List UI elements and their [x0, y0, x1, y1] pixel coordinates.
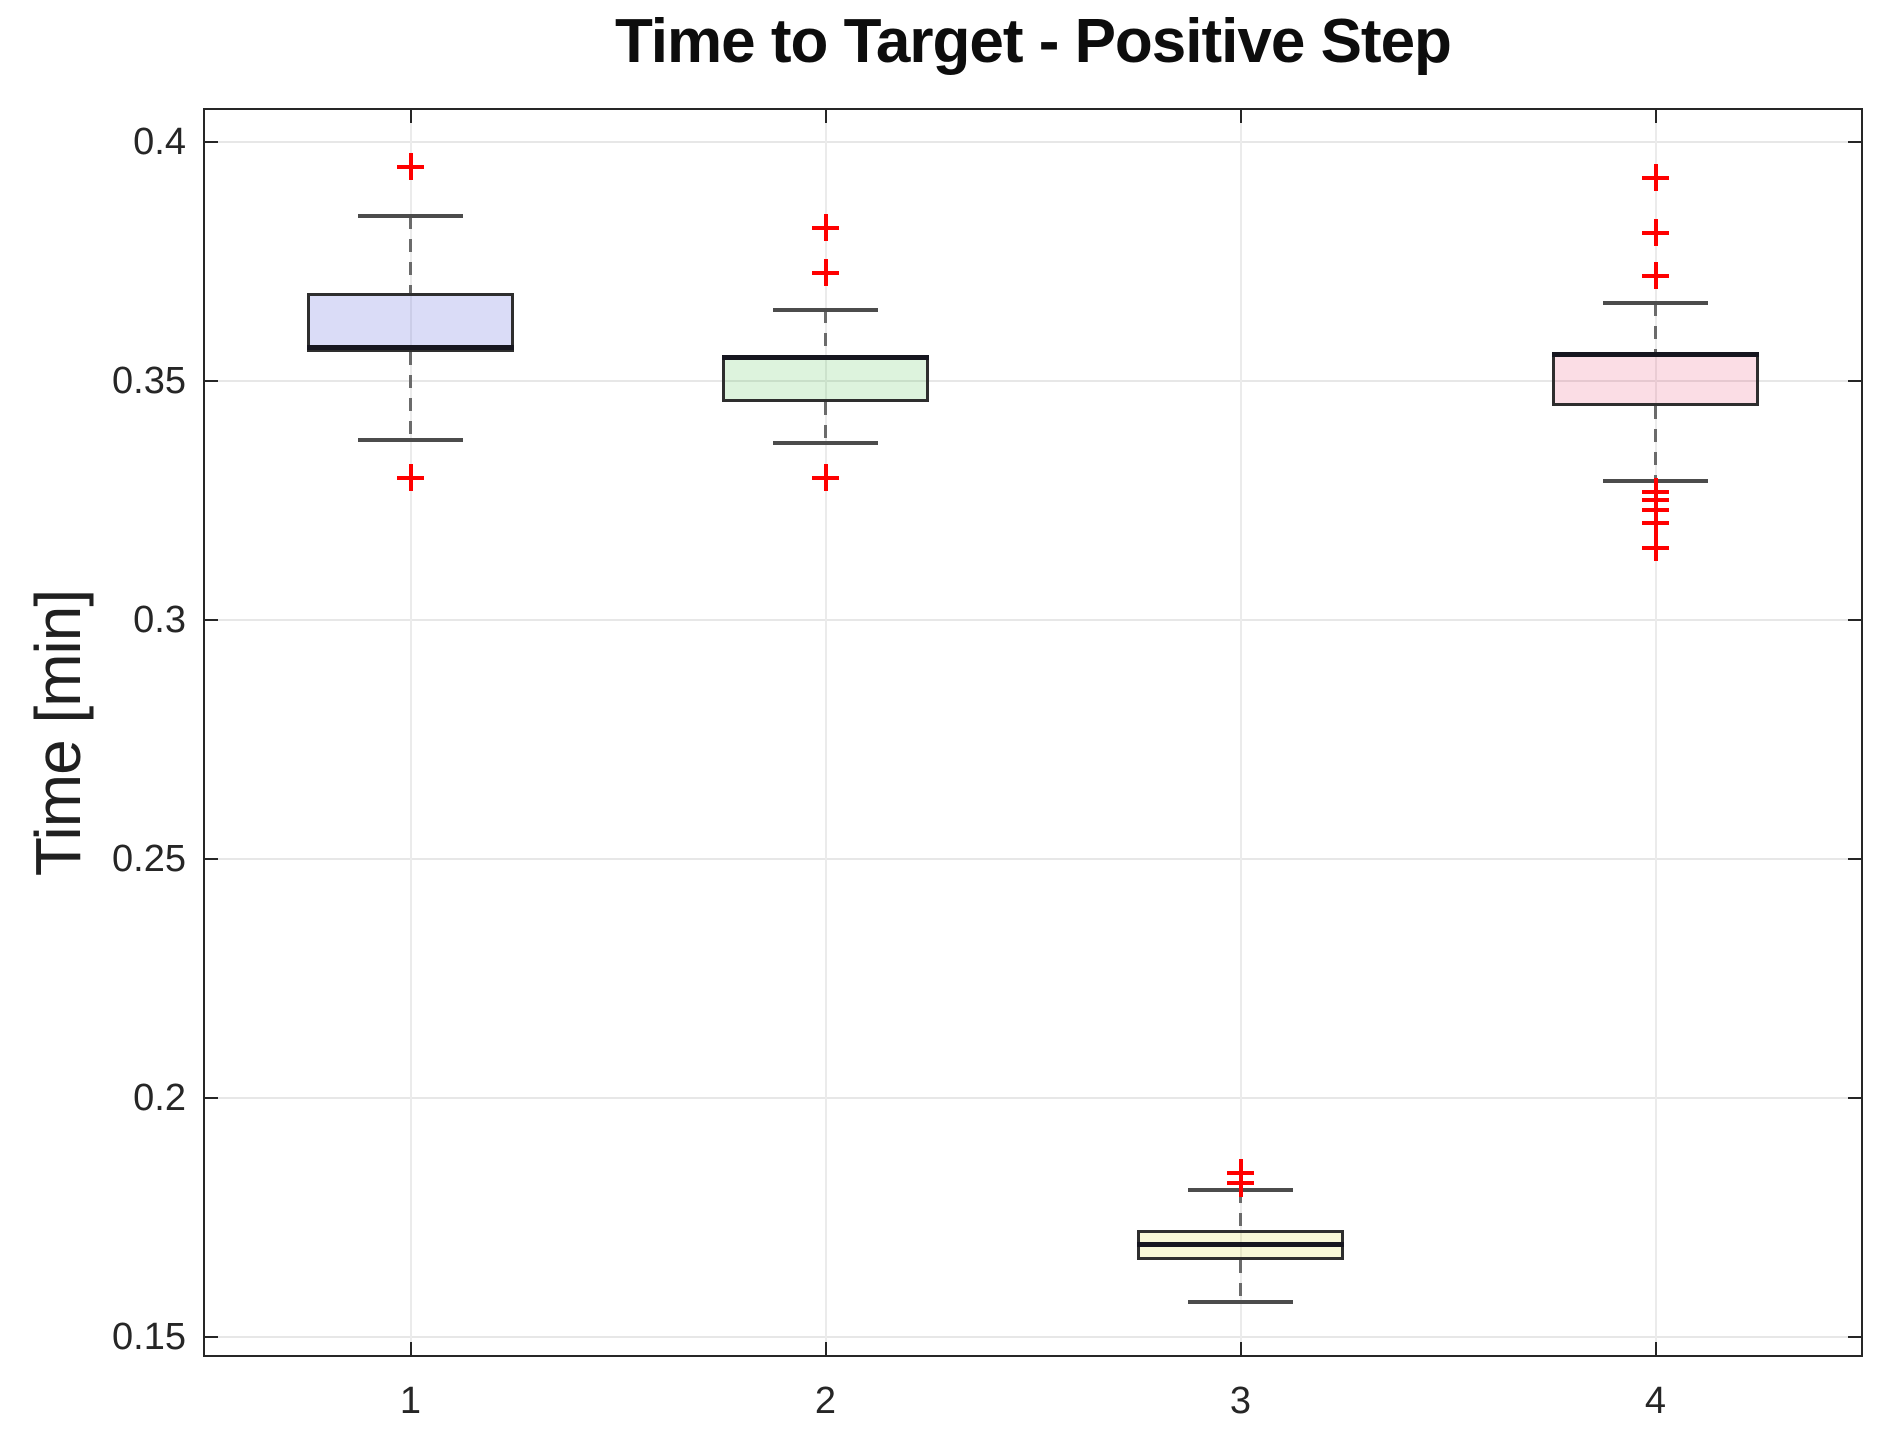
y-gridline: [203, 618, 1863, 621]
y-tick-label: 0.3: [133, 598, 186, 641]
y-tick-left: [203, 140, 218, 144]
outlier-marker: [397, 153, 424, 181]
y-tick-label: 0.15: [112, 1315, 186, 1358]
outlier-marker: [1642, 164, 1669, 192]
whisker-cap-lower: [357, 437, 464, 442]
box: [721, 354, 930, 402]
outlier-marker: [812, 464, 839, 492]
x-gridline: [1239, 108, 1242, 1357]
outlier-marker: [812, 214, 839, 242]
x-gridline: [824, 108, 827, 1357]
whisker-upper: [409, 216, 412, 293]
whisker-cap-upper: [772, 307, 879, 312]
x-tick-label: 4: [1644, 1380, 1667, 1422]
whisker-cap-lower: [772, 441, 879, 446]
x-tick-label: 3: [1229, 1380, 1252, 1422]
y-tick-right: [1848, 140, 1863, 144]
x-tick-top: [824, 108, 827, 123]
y-tick-left: [203, 857, 218, 861]
outlier-marker: [397, 464, 424, 492]
x-tick-top: [1654, 108, 1657, 123]
median-line: [721, 355, 930, 361]
whisker-lower: [824, 401, 827, 444]
median-line: [306, 345, 515, 351]
x-tick-top: [1239, 108, 1242, 123]
y-gridline: [203, 1096, 1863, 1099]
whisker-upper: [1239, 1189, 1242, 1230]
x-tick-top: [409, 108, 412, 123]
y-tick-left: [203, 1335, 218, 1339]
plot-area: [203, 108, 1863, 1357]
x-tick-label: 1: [399, 1380, 422, 1422]
outlier-marker: [1642, 219, 1669, 247]
whisker-cap-upper: [357, 214, 464, 219]
y-tick-label: 0.25: [112, 837, 186, 880]
y-tick-label: 0.2: [133, 1076, 186, 1119]
outlier-marker: [812, 259, 839, 287]
x-gridline: [409, 108, 412, 1357]
x-tick-bottom: [1239, 1342, 1242, 1357]
x-tick-bottom: [824, 1342, 827, 1357]
whisker-lower: [1239, 1259, 1242, 1303]
y-gridline: [203, 1335, 1863, 1338]
y-tick-right: [1848, 1096, 1863, 1100]
whisker-cap-upper: [1602, 301, 1709, 306]
whisker-lower: [409, 351, 412, 440]
y-tick-left: [203, 1096, 218, 1100]
y-gridline: [203, 857, 1863, 860]
median-line: [1136, 1242, 1345, 1248]
y-tick-left: [203, 379, 218, 383]
x-tick-label: 2: [814, 1380, 837, 1422]
x-tick-bottom: [409, 1342, 412, 1357]
median-line: [1551, 352, 1760, 358]
x-tick-bottom: [1654, 1342, 1657, 1357]
y-tick-label: 0.35: [112, 359, 186, 402]
whisker-cap-lower: [1187, 1300, 1294, 1305]
y-gridline: [203, 140, 1863, 143]
y-tick-right: [1848, 1335, 1863, 1339]
whisker-upper: [824, 309, 827, 355]
x-gridline: [1654, 108, 1657, 1357]
outlier-marker: [1227, 1169, 1254, 1197]
chart-title: Time to Target - Positive Step: [615, 7, 1452, 76]
y-tick-label: 0.4: [133, 120, 186, 163]
outlier-marker: [1642, 509, 1669, 537]
outlier-marker: [1642, 534, 1669, 562]
y-tick-right: [1848, 379, 1863, 383]
outlier-marker: [1642, 262, 1669, 290]
y-tick-right: [1848, 618, 1863, 622]
y-tick-left: [203, 618, 218, 622]
whisker-upper: [1654, 303, 1657, 353]
y-tick-right: [1848, 857, 1863, 861]
y-gridline: [203, 379, 1863, 382]
whisker-lower: [1654, 405, 1657, 481]
